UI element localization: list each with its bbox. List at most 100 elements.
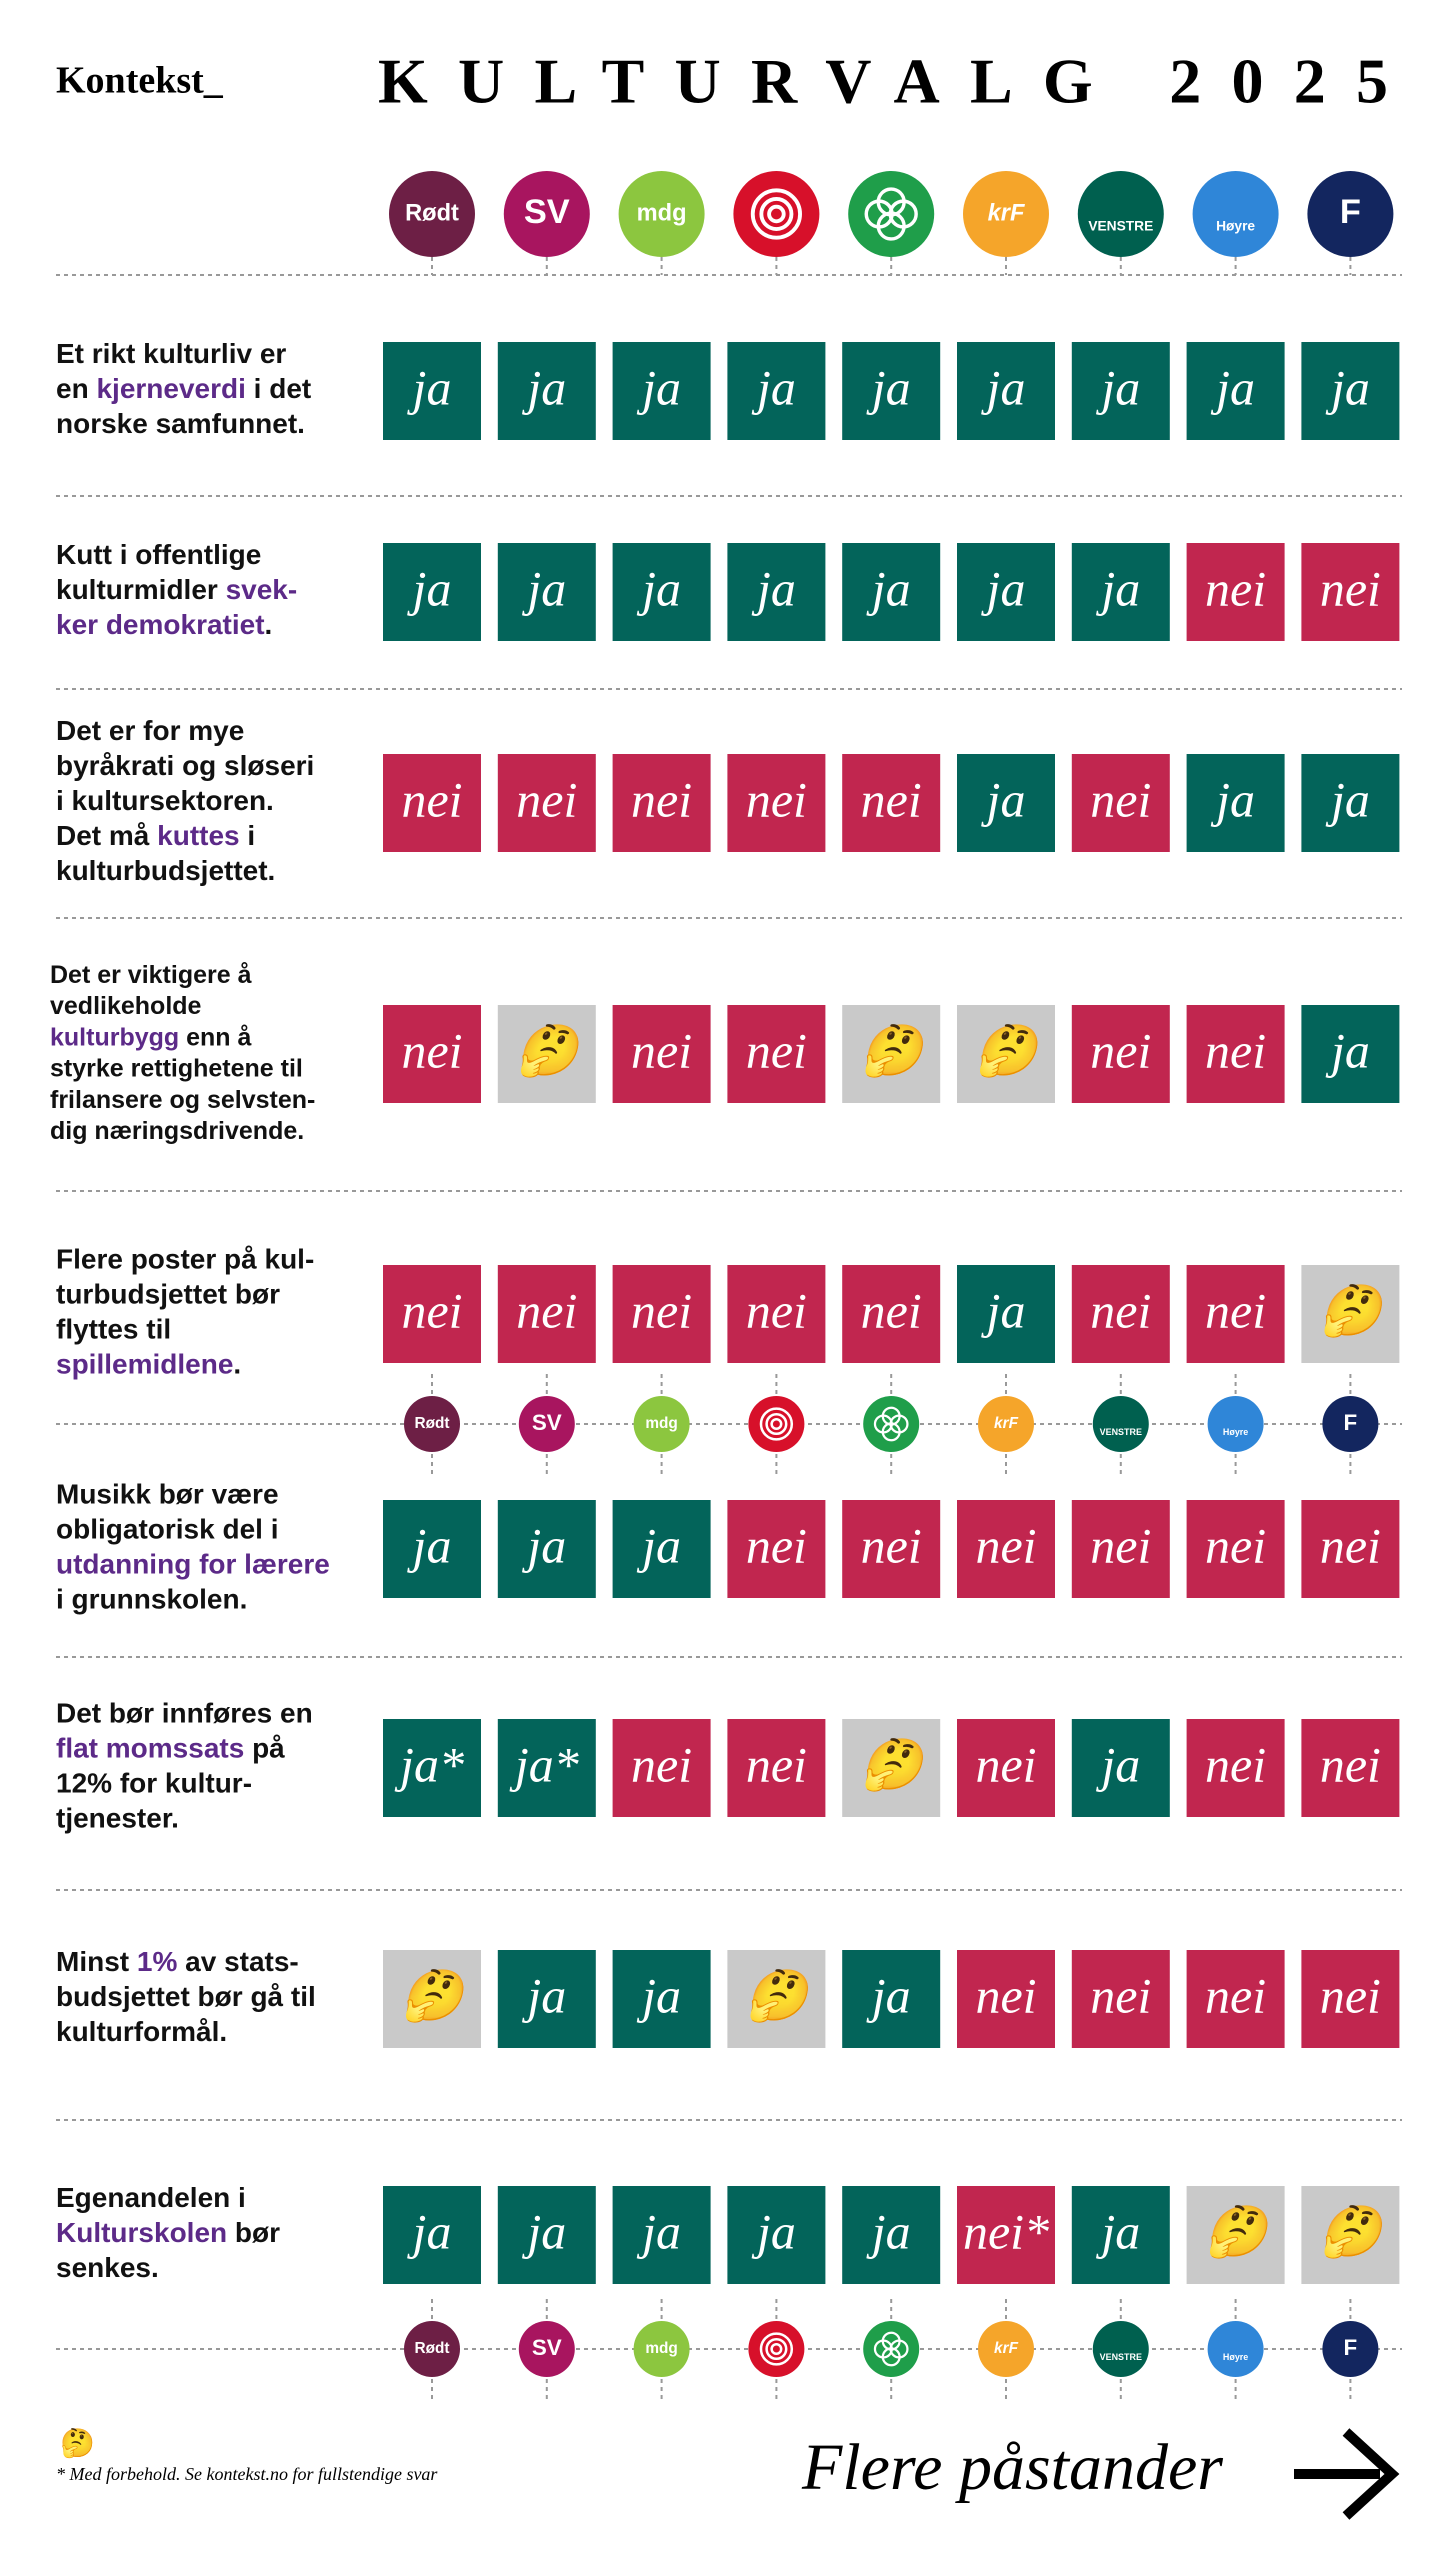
- party-label: krF: [994, 1415, 1019, 1432]
- answer: ja: [981, 771, 1026, 827]
- answer: ja: [407, 359, 452, 415]
- party-label: Rødt: [405, 200, 459, 226]
- text: på: [244, 1733, 285, 1764]
- answer-box: [383, 1719, 481, 1817]
- logo-circle: [1322, 2321, 1379, 2377]
- answer-box: [1301, 1719, 1400, 1817]
- answer: nei: [401, 1282, 462, 1338]
- logo-circle: [518, 1396, 575, 1452]
- answer: nei: [1205, 560, 1266, 616]
- answer-box: [957, 1005, 1055, 1103]
- party-label: VENSTRE: [1088, 219, 1153, 234]
- statement-line: kulturbudsjettet.: [56, 855, 275, 886]
- answer-box: [957, 1500, 1055, 1598]
- answer: ja*: [394, 1736, 464, 1792]
- answer-box: [497, 543, 596, 641]
- text: i det: [246, 373, 311, 404]
- answer: ja: [751, 560, 796, 616]
- answer: ja: [636, 1967, 681, 2023]
- rose: [767, 204, 786, 224]
- highlight: kuttes: [157, 820, 239, 851]
- answer-box: [1071, 1719, 1170, 1817]
- text: Det må: [56, 820, 157, 851]
- statement-line: norske samfunnet.: [56, 408, 305, 439]
- party-label: Rødt: [414, 1415, 449, 1432]
- logo-circle: [733, 171, 820, 257]
- text: en: [56, 373, 96, 404]
- party-logo: mdg: [618, 171, 705, 257]
- answer-box: [497, 2186, 596, 2284]
- highlight: kjerneverdi: [96, 373, 245, 404]
- party-label: mdg: [637, 200, 687, 226]
- rose: [765, 2337, 788, 2361]
- answer-box: [612, 1265, 711, 1363]
- more-link[interactable]: Flere påstander: [801, 2431, 1223, 2504]
- answer: nei: [631, 771, 692, 827]
- logo-circle: [1092, 2321, 1149, 2377]
- answer: nei: [746, 771, 807, 827]
- logo-circle: [748, 1396, 805, 1452]
- party-label: VENSTRE: [1100, 2352, 1142, 2362]
- answer: 🤔: [1319, 2203, 1388, 2259]
- answer: nei: [746, 1282, 807, 1338]
- logo-circle: [1207, 2321, 1264, 2377]
- answer: nei: [1205, 1736, 1266, 1792]
- answer-box: [727, 1500, 826, 1598]
- statement-line: senkes.: [56, 2252, 159, 2283]
- answer-box: [497, 1950, 596, 2048]
- text: Det er for mye: [56, 715, 244, 746]
- highlight: 1%: [137, 1946, 178, 1977]
- logo-circle: [404, 2321, 460, 2377]
- text: kulturmidler: [56, 574, 226, 605]
- party-logo: Høyre: [1192, 171, 1279, 257]
- statement-line: en kjerneverdi i det: [56, 373, 311, 404]
- answer-box: [842, 1950, 941, 2048]
- answer-box: [957, 2186, 1055, 2284]
- answer: ja: [1210, 771, 1255, 827]
- party-logo: Rødt: [389, 171, 475, 257]
- answer-box: [383, 342, 481, 440]
- text: av stats-: [177, 1946, 298, 1977]
- party-label: SV: [532, 1410, 562, 1435]
- text: Flere poster på kul-: [56, 1244, 314, 1275]
- answer-box: [727, 2186, 826, 2284]
- party-label: krF: [994, 2340, 1019, 2357]
- text: i kultursektoren.: [56, 785, 274, 816]
- answer: ja: [1325, 359, 1370, 415]
- answer-box: [727, 543, 826, 641]
- party-label: Høyre: [1223, 1427, 1248, 1437]
- text: i: [240, 820, 256, 851]
- answer: ja: [521, 359, 566, 415]
- highlight: svek-: [226, 574, 298, 605]
- answer: ja: [866, 1967, 911, 2023]
- answer-box: [1186, 342, 1285, 440]
- text: bør: [227, 2217, 280, 2248]
- statement-line: turbudsjettet bør: [56, 1279, 280, 1310]
- answer: ja: [1210, 359, 1255, 415]
- arrow[interactable]: [1294, 2428, 1400, 2520]
- text: i grunnskolen.: [56, 1584, 247, 1615]
- answer: 🤔: [860, 1736, 929, 1792]
- statement-line: obligatorisk del i: [56, 1514, 278, 1545]
- text: norske samfunnet.: [56, 408, 305, 439]
- party-label: F: [1344, 1410, 1358, 1435]
- party-label: SV: [532, 2335, 562, 2360]
- statement-line: Egenandelen i: [56, 2182, 246, 2213]
- highlight: spillemidlene: [56, 1349, 233, 1380]
- answer: nei: [746, 1736, 807, 1792]
- answer: ja: [1095, 560, 1140, 616]
- party-label: F: [1340, 193, 1361, 231]
- statement-line: i kultursektoren.: [56, 785, 274, 816]
- answer-box: [1301, 1005, 1400, 1103]
- answer-box: [1301, 1265, 1400, 1363]
- answer: nei: [1320, 560, 1381, 616]
- answer: ja*: [509, 1736, 579, 1792]
- statement-line: budsjettet bør gå til: [56, 1981, 316, 2012]
- answer: nei: [861, 1282, 922, 1338]
- answer-box: [957, 342, 1055, 440]
- answer: ja: [1095, 359, 1140, 415]
- party-logo: krF: [963, 171, 1049, 257]
- answer: ja: [981, 359, 1026, 415]
- footnote: * Med forbehold. Se kontekst.no for full…: [56, 2464, 438, 2484]
- logo-circle: [503, 171, 590, 257]
